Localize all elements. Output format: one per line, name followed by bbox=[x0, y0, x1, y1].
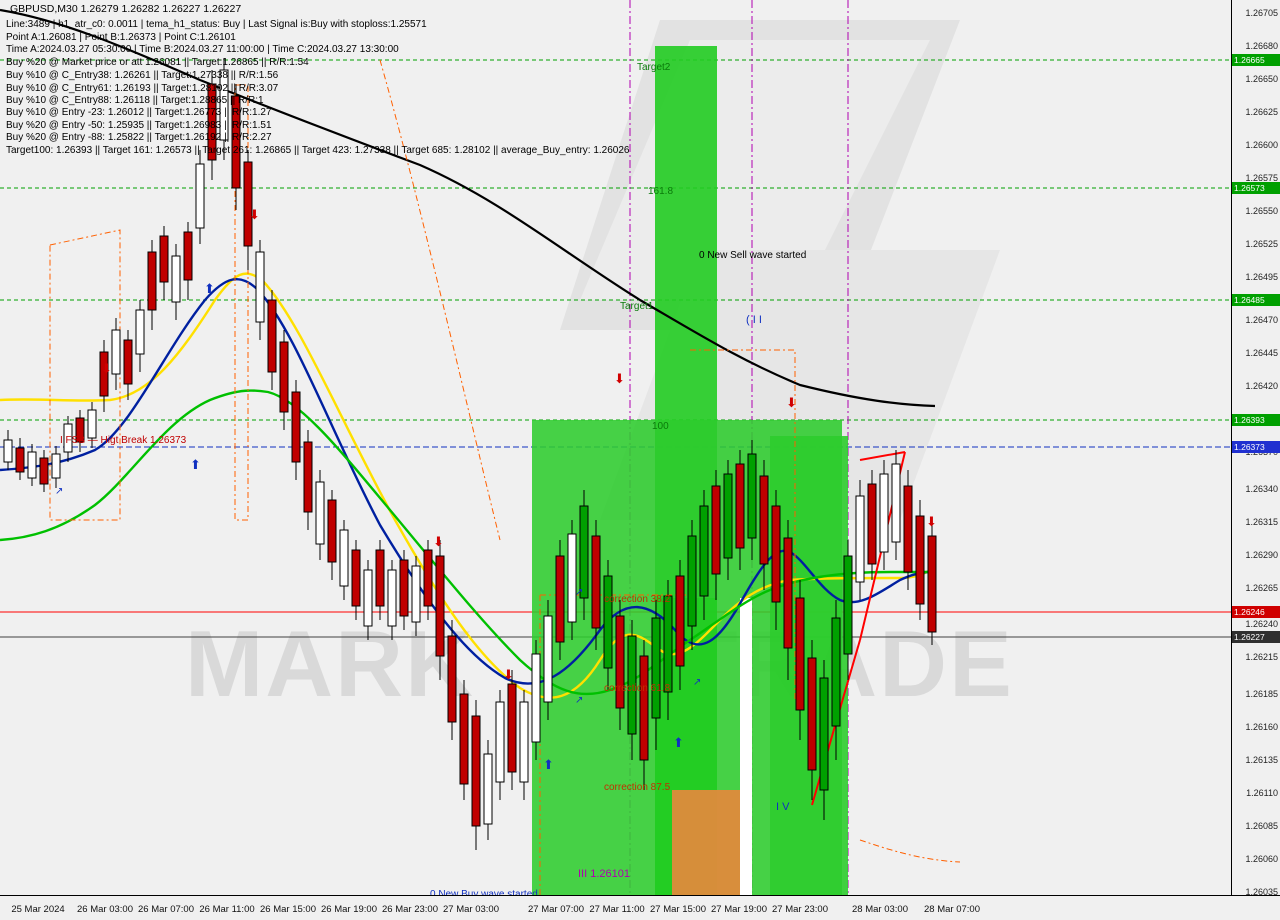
sell-arrow-icon: ⬇ bbox=[101, 361, 112, 376]
price-badge-stop: 1.26246 bbox=[1232, 606, 1280, 618]
header-line-6: Buy %10 @ C_Entry88: 1.26118 || Target:1… bbox=[6, 95, 264, 106]
x-tick: 26 Mar 11:00 bbox=[199, 904, 255, 915]
y-tick: 1.26705 bbox=[1245, 8, 1278, 18]
x-tick: 26 Mar 15:00 bbox=[260, 904, 316, 915]
breakout-arrow-icon: ↗ bbox=[55, 486, 64, 497]
chart-title: GBPUSD,M30 1.26279 1.26282 1.26227 1.262… bbox=[10, 3, 242, 15]
level-label-100: 100 bbox=[652, 421, 669, 432]
level-label-target1: Target1 bbox=[620, 301, 654, 312]
sell-arrow-icon: ⬇ bbox=[926, 514, 937, 529]
header-line-0: Line:3489 | h1_atr_c0: 0.0011 | tema_h1_… bbox=[6, 19, 427, 30]
header-line-9: Buy %20 @ Entry -88: 1.25822 || Target:1… bbox=[6, 132, 272, 143]
buy-arrow-icon: ⬆ bbox=[190, 457, 201, 472]
sell-arrow-icon: ⬇ bbox=[433, 534, 444, 549]
breakout-arrow-icon: ↗ bbox=[575, 587, 584, 598]
price-badge-b-point: 1.26373 bbox=[1232, 441, 1280, 453]
x-tick: 27 Mar 23:00 bbox=[772, 904, 828, 915]
y-tick: 1.26085 bbox=[1245, 821, 1278, 831]
y-tick: 1.26470 bbox=[1245, 315, 1278, 325]
annotation-sell-wave: 0 New Sell wave started bbox=[699, 250, 807, 261]
y-tick: 1.26240 bbox=[1245, 619, 1278, 629]
header-line-7: Buy %10 @ Entry -23: 1.26012 || Target:1… bbox=[6, 107, 272, 118]
header-line-8: Buy %20 @ Entry -50: 1.25935 || Target:1… bbox=[6, 120, 272, 131]
indicator-lines bbox=[0, 8, 961, 896]
y-tick: 1.26575 bbox=[1245, 173, 1278, 183]
x-tick: 28 Mar 03:00 bbox=[852, 904, 908, 915]
y-tick: 1.26290 bbox=[1245, 550, 1278, 560]
sell-arrow-icon: ⬇ bbox=[249, 207, 260, 222]
level-label-1618: 161.8 bbox=[648, 186, 674, 197]
buy-arrow-icon: ⬆ bbox=[543, 757, 554, 772]
y-tick: 1.26650 bbox=[1245, 74, 1278, 84]
wave-label-3: III 1.26101 bbox=[578, 868, 630, 880]
time-axis[interactable]: 25 Mar 2024 26 Mar 03:00 26 Mar 07:00 26… bbox=[0, 895, 1280, 920]
level-label-correction-618: correction 61.8 bbox=[604, 683, 671, 694]
y-tick: 1.26135 bbox=[1245, 755, 1278, 765]
x-tick: 25 Mar 2024 bbox=[11, 904, 65, 915]
x-tick: 28 Mar 07:00 bbox=[924, 904, 980, 915]
price-badge-target1: 1.26485 bbox=[1232, 294, 1280, 306]
x-tick: 26 Mar 19:00 bbox=[321, 904, 377, 915]
x-tick: 27 Mar 19:00 bbox=[711, 904, 767, 915]
wave-label-2: ( I I bbox=[746, 314, 762, 326]
annotation-buy-wave: 0 New Buy wave started bbox=[430, 889, 538, 896]
annotation-fsb-break: I FSB — Higt Break 1.26373 bbox=[60, 435, 187, 446]
header-line-3: Buy %20 @ Market price or att 1.26081 ||… bbox=[6, 57, 309, 68]
y-tick: 1.26625 bbox=[1245, 107, 1278, 117]
x-tick: 26 Mar 07:00 bbox=[138, 904, 194, 915]
y-tick: 1.26420 bbox=[1245, 381, 1278, 391]
x-tick: 27 Mar 03:00 bbox=[443, 904, 499, 915]
level-label-correction-875: correction 87.5 bbox=[604, 782, 671, 793]
chart-plot-area[interactable]: MARK TRADE bbox=[0, 0, 1232, 896]
y-tick: 1.26315 bbox=[1245, 517, 1278, 527]
watermark-left: MARK bbox=[185, 611, 475, 716]
level-label-correction-382: correction 38.2 bbox=[604, 594, 671, 605]
x-tick: 27 Mar 11:00 bbox=[589, 904, 645, 915]
header-line-1: Point A:1.26081 | Point B:1.26373 | Poin… bbox=[6, 32, 236, 43]
buy-arrow-icon: ⬆ bbox=[204, 281, 215, 296]
header-line-4: Buy %10 @ C_Entry38: 1.26261 || Target:1… bbox=[6, 70, 279, 81]
y-tick: 1.26185 bbox=[1245, 689, 1278, 699]
y-tick: 1.26495 bbox=[1245, 272, 1278, 282]
header-line-5: Buy %10 @ C_Entry61: 1.26193 || Target:1… bbox=[6, 83, 279, 94]
y-tick: 1.26035 bbox=[1245, 887, 1278, 897]
sell-arrow-icon: ⬇ bbox=[786, 395, 797, 410]
sell-arrow-icon: ⬇ bbox=[503, 667, 514, 682]
y-tick: 1.26110 bbox=[1246, 788, 1278, 798]
y-tick: 1.26160 bbox=[1245, 722, 1278, 732]
level-label-target2: Target2 bbox=[637, 62, 671, 73]
y-tick: 1.26265 bbox=[1245, 583, 1278, 593]
price-badge-1618: 1.26573 bbox=[1232, 182, 1280, 194]
price-badge-target2: 1.26665 bbox=[1232, 54, 1280, 66]
x-tick: 26 Mar 03:00 bbox=[77, 904, 133, 915]
zone-white-gap bbox=[740, 598, 752, 896]
buy-arrow-icon: ⬆ bbox=[673, 735, 684, 750]
header-line-10: Target100: 1.26393 || Target 161: 1.2657… bbox=[6, 145, 630, 156]
y-tick: 1.26340 bbox=[1245, 484, 1278, 494]
price-axis[interactable]: 1.26705 1.26680 1.26650 1.26625 1.26600 … bbox=[1231, 0, 1280, 897]
y-tick: 1.26445 bbox=[1245, 348, 1278, 358]
sell-arrow-icon: ⬇ bbox=[614, 371, 625, 386]
breakout-arrow-icon: ↗ bbox=[693, 677, 702, 688]
y-tick: 1.26550 bbox=[1245, 206, 1278, 216]
x-tick: 27 Mar 07:00 bbox=[528, 904, 584, 915]
y-tick: 1.26680 bbox=[1245, 41, 1278, 51]
wave-label-4: I V bbox=[776, 801, 790, 813]
breakout-arrow-icon: ↗ bbox=[575, 695, 584, 706]
x-tick: 26 Mar 23:00 bbox=[382, 904, 438, 915]
y-tick: 1.26215 bbox=[1245, 652, 1278, 662]
y-tick: 1.26600 bbox=[1245, 140, 1278, 150]
header-line-2: Time A:2024.03.27 05:30:00 | Time B:2024… bbox=[6, 44, 399, 55]
y-tick: 1.26060 bbox=[1245, 854, 1278, 864]
price-badge-last: 1.26227 bbox=[1232, 631, 1280, 643]
y-tick: 1.26525 bbox=[1245, 239, 1278, 249]
zone-correction-orange bbox=[672, 790, 740, 896]
x-tick: 27 Mar 15:00 bbox=[650, 904, 706, 915]
price-badge-100: 1.26393 bbox=[1232, 414, 1280, 426]
